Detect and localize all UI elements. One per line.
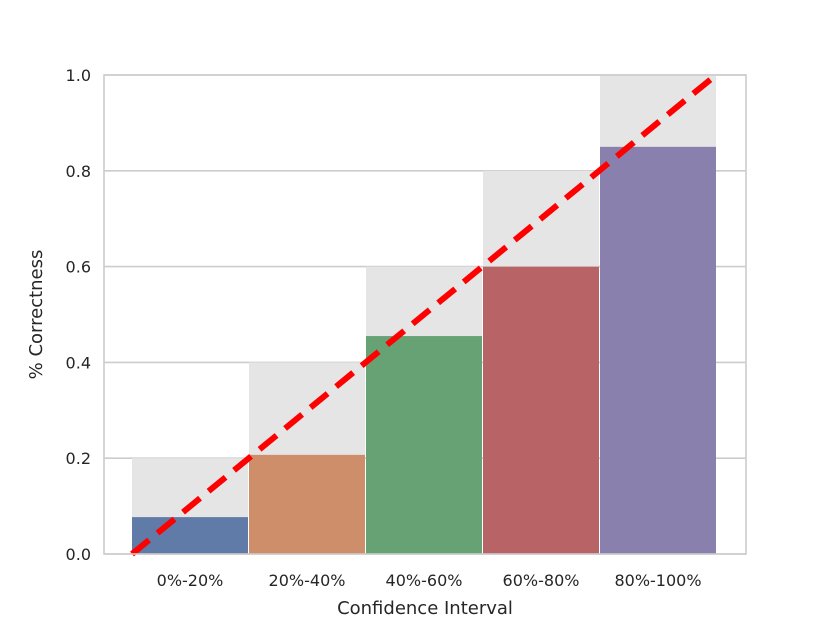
x-tick-label: 20%-40%	[269, 571, 346, 590]
bar	[600, 146, 716, 554]
bar	[483, 266, 599, 554]
x-tick-label: 60%-80%	[503, 571, 580, 590]
x-axis-label: Confidence Interval	[337, 598, 513, 619]
x-tick-label: 80%-100%	[614, 571, 701, 590]
bar	[366, 336, 482, 554]
y-tick-label: 0.6	[66, 258, 91, 277]
bars	[132, 146, 716, 554]
diagonal-line-group	[130, 72, 718, 557]
bar	[132, 517, 248, 554]
x-tick-labels: 0%-20% 20%-40% 40%-60% 60%-80% 80%-100%	[157, 571, 702, 590]
y-tick-label: 0.2	[66, 449, 91, 468]
y-tick-label: 1.0	[66, 66, 91, 85]
y-tick-labels: 0.0 0.2 0.4 0.6 0.8 1.0	[66, 66, 91, 564]
plot-frame	[103, 74, 747, 555]
y-axis-label: % Correctness	[26, 250, 47, 380]
y-tick-label: 0.8	[66, 162, 91, 181]
y-tick-label: 0.0	[66, 545, 91, 564]
y-tick-label: 0.4	[66, 353, 91, 372]
diagonal-line	[130, 72, 718, 557]
x-tick-label: 0%-20%	[157, 571, 224, 590]
x-tick-label: 40%-60%	[386, 571, 463, 590]
bar	[249, 454, 365, 554]
